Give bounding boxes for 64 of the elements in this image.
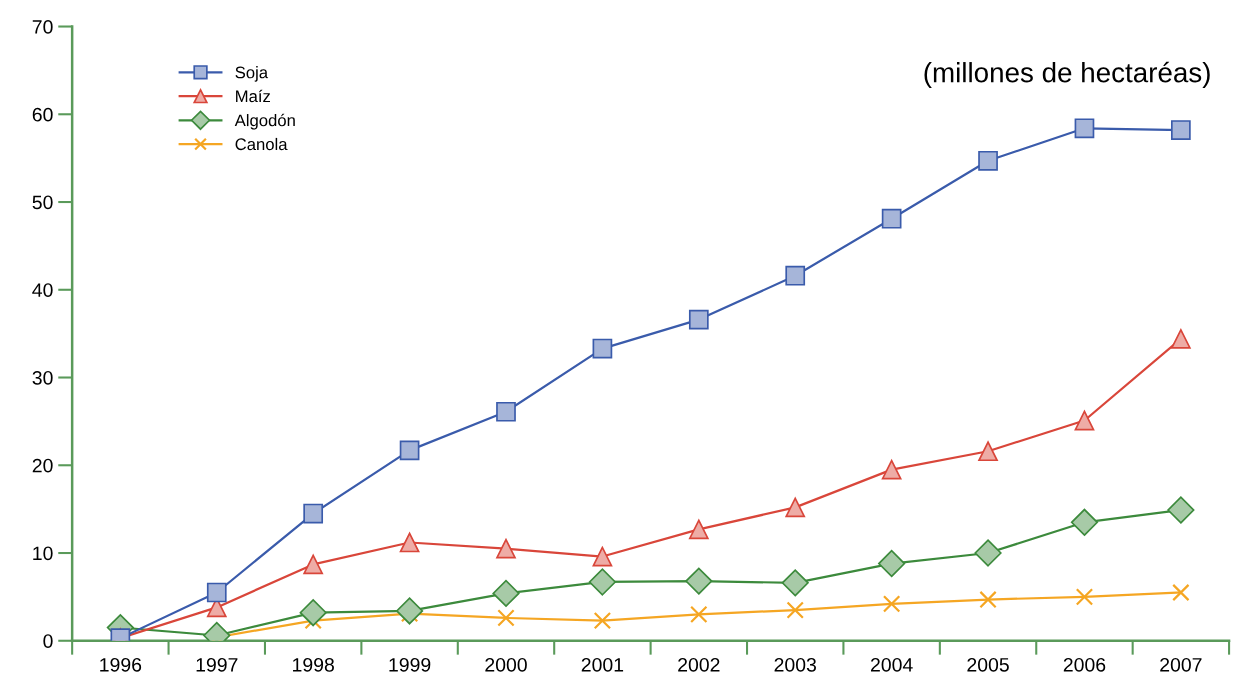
point bbox=[785, 497, 806, 518]
legend-label: Algodón bbox=[234, 113, 295, 130]
point bbox=[1167, 496, 1195, 524]
point bbox=[881, 208, 902, 229]
point bbox=[399, 532, 420, 553]
point bbox=[592, 546, 613, 567]
x-tick-label: 2000 bbox=[485, 657, 527, 672]
point bbox=[1171, 120, 1191, 140]
point bbox=[303, 503, 324, 524]
point bbox=[785, 265, 806, 286]
legend-label: Soja bbox=[235, 66, 269, 82]
point bbox=[1070, 508, 1099, 536]
point bbox=[685, 567, 713, 595]
point bbox=[303, 554, 324, 575]
point bbox=[1172, 583, 1190, 602]
point bbox=[979, 590, 997, 609]
point bbox=[1171, 329, 1191, 349]
x-tick-label: 2003 bbox=[774, 657, 816, 672]
x-tick-label: 2006 bbox=[1063, 657, 1106, 672]
legend-label: Maíz bbox=[236, 89, 270, 103]
point bbox=[974, 539, 1002, 567]
point bbox=[786, 601, 804, 619]
point bbox=[1074, 410, 1095, 431]
x-tick-label: 1998 bbox=[293, 657, 334, 672]
point bbox=[688, 309, 709, 330]
point bbox=[496, 401, 516, 422]
point bbox=[593, 611, 612, 630]
y-tick-label: 40 bbox=[32, 283, 53, 298]
legend-label: Canola bbox=[235, 137, 288, 151]
point bbox=[206, 582, 227, 603]
point bbox=[496, 538, 516, 559]
point bbox=[497, 609, 515, 627]
x-tick-label: 1997 bbox=[196, 657, 238, 672]
point bbox=[492, 579, 520, 607]
point bbox=[781, 569, 809, 597]
y-tick-label: 30 bbox=[32, 370, 53, 385]
point bbox=[878, 549, 906, 578]
x-tick-label: 2004 bbox=[870, 657, 913, 672]
point bbox=[690, 605, 708, 624]
point bbox=[399, 440, 420, 461]
point bbox=[1074, 118, 1095, 139]
point bbox=[978, 150, 998, 171]
x-tick-label: 2005 bbox=[967, 657, 1009, 672]
x-tick-label: 2007 bbox=[1160, 657, 1202, 672]
point bbox=[1075, 588, 1094, 606]
x-tick-label: 2001 bbox=[581, 657, 624, 672]
y-tick-label: 0 bbox=[43, 634, 53, 648]
point bbox=[592, 338, 613, 359]
point bbox=[299, 599, 327, 627]
point bbox=[395, 597, 424, 625]
y-tick-label: 20 bbox=[32, 458, 53, 473]
point bbox=[978, 441, 998, 462]
y-tick-label: 50 bbox=[32, 195, 53, 210]
x-tick-label: 1999 bbox=[389, 657, 431, 672]
y-tick-label: 60 bbox=[32, 107, 53, 122]
y-tick-label: 10 bbox=[33, 546, 53, 561]
x-tick-label: 2002 bbox=[678, 657, 720, 672]
y-tick-label: 70 bbox=[32, 19, 53, 34]
point bbox=[881, 459, 902, 480]
point bbox=[688, 519, 709, 540]
point bbox=[588, 568, 617, 596]
annotation: (millones de hectaréas) bbox=[924, 61, 1210, 88]
point bbox=[882, 595, 901, 613]
x-tick-label: 1996 bbox=[100, 657, 142, 672]
